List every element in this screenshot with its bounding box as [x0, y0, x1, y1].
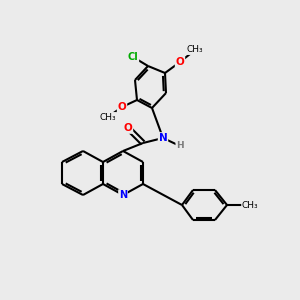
Text: CH₃: CH₃: [187, 46, 203, 55]
Text: N: N: [119, 190, 127, 200]
Text: CH₃: CH₃: [100, 112, 116, 122]
Text: N: N: [159, 133, 167, 143]
Text: O: O: [176, 57, 184, 67]
Text: Cl: Cl: [128, 52, 138, 62]
Text: CH₃: CH₃: [242, 200, 258, 209]
Text: O: O: [118, 102, 126, 112]
Text: O: O: [124, 123, 132, 133]
Text: H: H: [176, 142, 184, 151]
